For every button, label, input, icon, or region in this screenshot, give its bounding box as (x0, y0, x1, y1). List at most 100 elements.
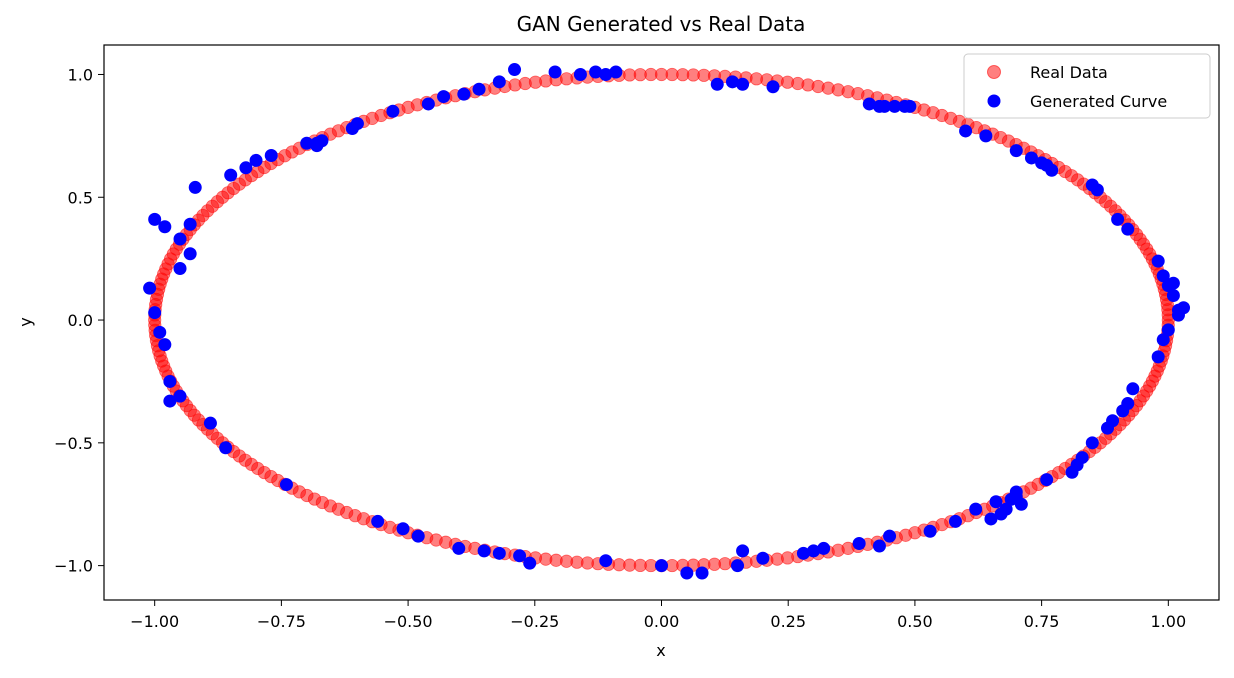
generated-point (796, 546, 810, 560)
generated-point (492, 546, 506, 560)
generated-point (249, 153, 263, 167)
x-tick-label: −1.00 (130, 612, 179, 631)
legend-label-real-data: Real Data (1030, 63, 1108, 82)
x-tick-label: 0.00 (644, 612, 680, 631)
generated-point (878, 99, 891, 113)
generated-point (203, 416, 217, 430)
generated-point (279, 478, 293, 492)
x-tick-label: −0.75 (257, 612, 306, 631)
generated-point (1156, 333, 1170, 347)
generated-point (655, 559, 668, 573)
generated-point (599, 554, 613, 568)
generated-point (1151, 350, 1165, 364)
generated-point (573, 67, 587, 81)
y-axis-label: y (16, 317, 35, 326)
legend-marker-generated-curve (987, 94, 1001, 108)
generated-point (989, 495, 1003, 509)
generated-point (315, 134, 329, 148)
generated-point (1085, 436, 1099, 450)
generated-point (1075, 451, 1089, 465)
x-tick-label: 0.50 (897, 612, 933, 631)
axes: −1.00 −0.75 −0.50 −0.25 0.00 0.25 0.50 0.75 1.00… (54, 65, 1186, 631)
generated-point (999, 502, 1013, 516)
generated-point (1111, 212, 1125, 226)
chart-title: GAN Generated vs Real Data (517, 12, 806, 36)
generated-point (148, 306, 162, 320)
x-tick-label: −0.50 (384, 612, 433, 631)
generated-point (158, 220, 172, 234)
generated-point (163, 394, 177, 408)
generated-point (153, 325, 167, 339)
generated-point (508, 63, 522, 77)
generated-point (1121, 397, 1135, 411)
generated-point (421, 97, 435, 111)
generated-point (948, 514, 962, 528)
generated-point (1177, 301, 1191, 315)
legend-box (963, 53, 1211, 119)
generated-point (969, 502, 983, 516)
generated-point (589, 65, 603, 79)
generated-point (736, 544, 750, 558)
generated-point (492, 75, 506, 89)
generated-point (173, 389, 187, 403)
generated-point (396, 522, 410, 536)
generated-point (513, 549, 527, 563)
generated-point (731, 559, 745, 573)
generated-point (158, 338, 172, 352)
generated-point (148, 212, 162, 226)
generated-point (437, 90, 451, 104)
x-tick-label: 0.25 (770, 612, 806, 631)
generated-point (1090, 183, 1104, 197)
generated-point (959, 124, 973, 138)
generated-point (1040, 473, 1054, 487)
generated-point (680, 566, 694, 580)
generated-point (183, 247, 197, 261)
generated-point (903, 99, 917, 113)
legend: Real Data Generated Curve (963, 53, 1211, 119)
generated-point (872, 539, 886, 553)
generated-point (609, 65, 623, 79)
generated-point (1009, 144, 1023, 158)
generated-point (1166, 276, 1180, 290)
generated-point (523, 556, 537, 570)
generated-point (548, 65, 562, 79)
generated-point (756, 551, 770, 565)
generated-point (183, 217, 197, 231)
generated-point (1014, 497, 1028, 511)
plot-area (143, 63, 1191, 580)
generated-point (350, 117, 364, 131)
generated-point (1161, 323, 1175, 337)
generated-point (411, 529, 425, 543)
generated-point (239, 161, 253, 175)
generated-point (371, 514, 385, 528)
x-tick-label: −0.25 (510, 612, 559, 631)
y-tick-label: −1.0 (54, 557, 93, 576)
y-tick-label: −0.5 (54, 434, 93, 453)
generated-point (1045, 163, 1059, 177)
generated-point (888, 99, 902, 113)
generated-point (852, 537, 866, 551)
legend-marker-real-data (987, 65, 1001, 79)
generated-point (224, 168, 238, 182)
generated-point (984, 512, 998, 526)
generated-point (1106, 414, 1120, 428)
x-axis-label: x (656, 641, 665, 660)
y-tick-label: 1.0 (68, 65, 93, 84)
generated-point (1024, 151, 1038, 165)
generated-point (695, 566, 709, 580)
generated-point (386, 104, 400, 118)
generated-point (1126, 382, 1140, 396)
generated-point (599, 67, 613, 81)
generated-point (862, 97, 876, 111)
generated-point (173, 261, 187, 275)
generated-point (300, 136, 314, 150)
generated-point (264, 149, 278, 163)
x-tick-label: 0.75 (1024, 612, 1060, 631)
generated-point (188, 180, 202, 194)
generated-point (1151, 254, 1165, 268)
generated-point (766, 80, 780, 94)
generated-point (219, 441, 233, 455)
generated-point (163, 374, 177, 388)
